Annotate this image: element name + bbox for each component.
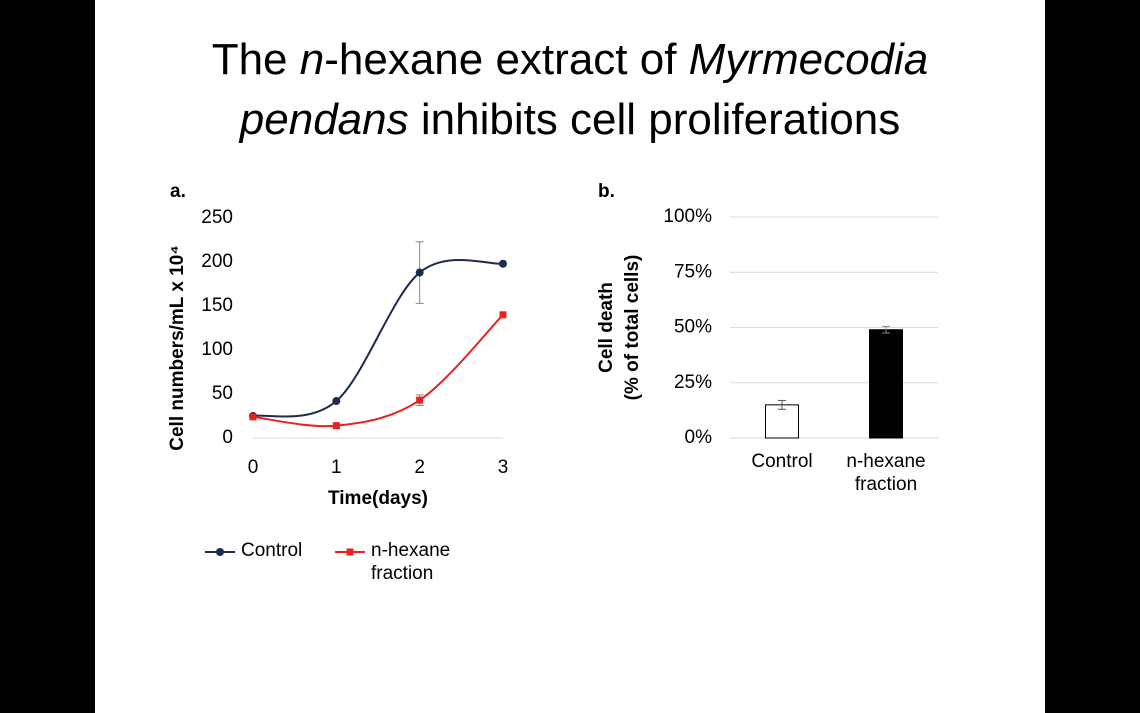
title-segment: inhibits cell proliferations (408, 95, 901, 144)
title-segment: -hexane extract of (324, 35, 689, 84)
legend-label: n-hexane fraction (371, 540, 451, 584)
legend-marker (346, 548, 354, 556)
marker (416, 396, 424, 404)
y-tick-label: 150 (201, 295, 233, 316)
legend-label: Control (241, 540, 303, 561)
series-line (252, 314, 504, 428)
title-segment: The (211, 35, 300, 84)
y-tick-label: 75% (674, 261, 712, 282)
x-tick-label: Control (751, 451, 813, 472)
title-segment: pendans (239, 95, 409, 144)
y-tick-label: 50 (212, 383, 233, 404)
x-tick-label: 3 (498, 457, 509, 478)
title-line: pendans inhibits cell proliferations (95, 90, 1045, 150)
series-line (252, 259, 504, 418)
y-tick-label: 200 (201, 251, 233, 272)
panel-label: a. (170, 181, 186, 202)
marker (499, 311, 507, 319)
y-tick-label: 25% (674, 372, 712, 393)
legend-marker (216, 548, 224, 556)
title-line: The n-hexane extract of Myrmecodia (95, 30, 1045, 90)
y-tick-label: 250 (201, 207, 233, 228)
slide-title: The n-hexane extract of Myrmecodia pendan… (95, 30, 1045, 150)
x-tick-label: n-hexane fraction (846, 451, 926, 495)
error-bar (778, 399, 786, 410)
marker (332, 397, 341, 406)
x-tick-label: 2 (414, 457, 425, 478)
title-segment: n (299, 35, 325, 84)
y-axis-title: (% of total cells) (622, 255, 643, 401)
error-bar (882, 325, 890, 334)
y-axis-title: Cell numbers/mL x 10⁴ (167, 245, 188, 450)
y-tick-label: 0% (685, 427, 713, 448)
y-tick-label: 100 (201, 339, 233, 360)
x-tick-label: 0 (248, 457, 259, 478)
y-tick-label: 100% (663, 206, 712, 227)
marker (415, 268, 424, 277)
marker (332, 422, 340, 430)
x-axis-title: Time(days) (328, 488, 428, 509)
y-axis-title: Cell death (596, 282, 617, 373)
marker (249, 413, 257, 421)
marker (499, 259, 507, 268)
title-segment: Myrmecodia (688, 35, 929, 84)
x-tick-label: 1 (331, 457, 342, 478)
bar (869, 329, 903, 439)
y-tick-label: 0 (222, 427, 233, 448)
y-tick-label: 50% (674, 317, 712, 338)
bar (765, 404, 799, 439)
panel-label: b. (598, 181, 615, 202)
